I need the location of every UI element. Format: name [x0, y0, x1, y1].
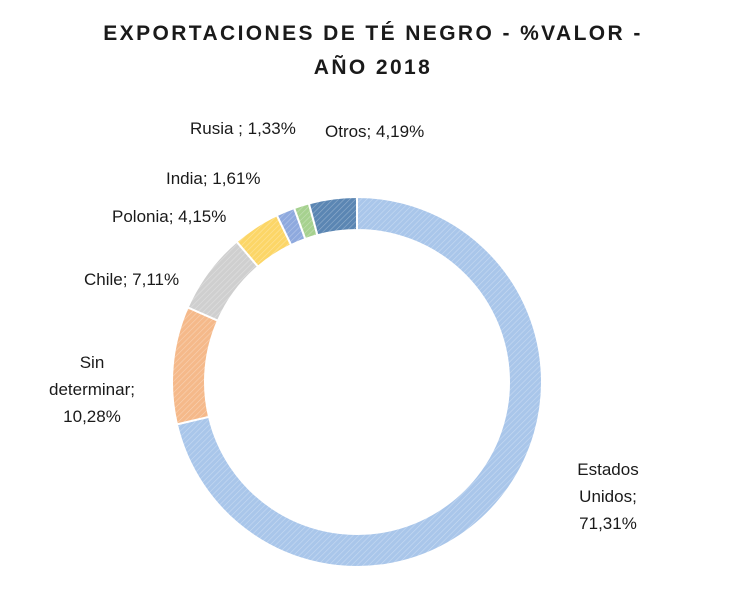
slice-2-hatch [187, 241, 259, 321]
slice-6 [307, 195, 358, 237]
slice-label-5-line-0: Rusia ; 1,33% [190, 119, 296, 138]
slice-6-hatch [308, 197, 357, 236]
slice-1-hatch [172, 307, 218, 425]
chart-title-line-2: AÑO 2018 [314, 56, 432, 79]
slice-label-1-line-1: determinar; [49, 380, 135, 399]
slice-label-0-line-2: 71,31% [579, 514, 637, 533]
slice-label-1-line-2: 10,28% [63, 407, 121, 426]
slice-label-6: Otros; 4,19% [325, 122, 424, 141]
slice-label-4: India; 1,61% [166, 169, 261, 188]
slice-label-0-line-1: Unidos; [579, 487, 637, 506]
slice-label-1: Sin determinar; 10,28% [49, 353, 135, 426]
slice-label-2-line-0: Chile; 7,11% [84, 270, 179, 289]
slice-5-hatch [294, 203, 318, 240]
slice-labels: Estados Unidos; 71,31% Sin determinar; 10,28%… [49, 119, 639, 533]
slice-1 [171, 306, 220, 426]
slice-label-5: Rusia ; 1,33% [190, 119, 296, 138]
slice-label-3: Polonia; 4,15% [112, 207, 226, 226]
donut-slices [171, 195, 543, 568]
slice-3-hatch [236, 215, 292, 267]
slice-4-hatch [276, 208, 306, 246]
slice-label-1-line-0: Sin [80, 353, 105, 372]
chart-title: EXPORTACIONES DE TÉ NEGRO - %VALOR - AÑO… [103, 22, 643, 79]
slice-label-3-line-0: Polonia; 4,15% [112, 207, 226, 226]
slice-label-0: Estados Unidos; 71,31% [577, 460, 638, 533]
slice-label-6-line-0: Otros; 4,19% [325, 122, 424, 141]
slice-0 [175, 195, 543, 568]
slice-label-4-line-0: India; 1,61% [166, 169, 261, 188]
slice-label-0-line-0: Estados [577, 460, 638, 479]
slice-label-2: Chile; 7,11% [84, 270, 179, 289]
chart-title-line-1: EXPORTACIONES DE TÉ NEGRO - %VALOR - [103, 22, 643, 45]
